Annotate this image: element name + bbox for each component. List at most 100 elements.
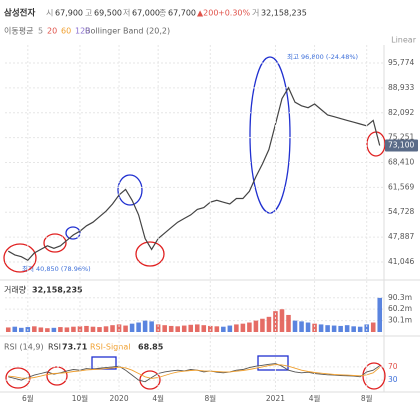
volume-bar: [208, 325, 213, 332]
x-tick-label: 2020: [110, 394, 129, 403]
x-tick-label: 4월: [152, 393, 164, 403]
volume-bar: [110, 325, 115, 332]
volume-bar: [12, 326, 18, 332]
volume-title: 거래량: [4, 285, 27, 295]
volume-bar: [266, 316, 272, 332]
y-tick-label: 61,569: [388, 182, 414, 191]
rsi-title: RSI (14,9): [4, 343, 44, 352]
high: 69,500: [94, 9, 122, 18]
volume-bar: [162, 325, 167, 332]
volume-bar: [84, 325, 89, 332]
volume-bar: [19, 327, 24, 332]
series-line: [8, 86, 381, 262]
y-tick-label: 30.1m: [388, 316, 412, 325]
max-annotation: 최고 96,800 (-24.48%): [287, 52, 358, 61]
low: 67,000: [132, 9, 160, 18]
current-price-box: [385, 139, 418, 152]
volume-bar: [312, 323, 317, 332]
volume-bar: [247, 322, 252, 332]
red-circle: [135, 241, 165, 267]
min-annotation: 최저 40,850 (78.96%): [22, 264, 91, 273]
y-tick-label: 68,410: [388, 158, 414, 167]
volume-bar: [168, 325, 174, 332]
scale-mode: Linear: [391, 36, 417, 45]
y-tick-label: 88,933: [388, 83, 414, 92]
ma-title: 이동평균: [4, 26, 33, 36]
stock-name: 삼성전자: [4, 8, 35, 19]
x-tick-label: 4월: [309, 393, 321, 403]
volume-bar: [286, 314, 291, 332]
volume-latest: 32,158,235: [32, 286, 83, 295]
blue-circle: [117, 174, 143, 206]
volume-bar: [58, 327, 63, 332]
volume-bar: [351, 326, 356, 332]
volume-bar: [64, 327, 70, 332]
y-tick-label: 47,887: [388, 232, 414, 241]
volume-bar: [194, 324, 200, 332]
red-circle: [139, 370, 161, 390]
series-line: [8, 363, 380, 383]
volume-bar: [227, 325, 233, 332]
x-tick-label: 6월: [22, 393, 34, 403]
ma-legend: 20: [47, 27, 57, 36]
volume-bar: [370, 322, 376, 332]
volume-bar: [331, 325, 337, 332]
y-tick-label: 90.3m: [388, 293, 412, 302]
blue-box: [257, 355, 289, 371]
y-tick-label: 75,251: [388, 133, 414, 142]
rsi-legend: RSI: [48, 343, 61, 352]
volume-bar: [253, 320, 259, 332]
x-tick-label: 10월: [72, 393, 89, 403]
open-label: 시: [46, 9, 53, 18]
current-price: 73,100: [388, 140, 414, 149]
volume-bar: [97, 327, 102, 332]
volume-bar: [32, 326, 37, 332]
volume-bar: [123, 325, 128, 332]
change: ▲200: [197, 9, 218, 18]
volume-bar: [155, 324, 161, 332]
change-pct: +0.30%: [218, 9, 251, 18]
x-tick-label: 8월: [204, 393, 216, 403]
red-circle: [362, 362, 386, 390]
red-circle: [366, 131, 386, 157]
volume-label: 거: [252, 9, 259, 18]
high-label: 고: [85, 9, 92, 18]
ma-legend: 5: [38, 27, 43, 36]
volume-bar: [71, 326, 76, 332]
y-tick-label: 54,728: [388, 207, 414, 216]
red-circle: [43, 233, 67, 253]
y-tick-label: 95,774: [388, 58, 414, 67]
volume-bar: [318, 324, 324, 332]
volume-bar: [129, 323, 135, 332]
volume-bar: [299, 321, 304, 332]
x-tick-label: 8월: [361, 393, 373, 403]
volume-bar: [45, 328, 50, 332]
blue-circle: [249, 56, 291, 214]
volume-bar: [142, 320, 148, 332]
volume-bar: [325, 325, 330, 332]
close: 67,700: [168, 9, 196, 18]
volume-bar: [181, 325, 187, 332]
y-tick-label: 41,046: [388, 257, 414, 266]
volume-bar: [364, 324, 369, 332]
y-tick-label: 82,092: [388, 108, 414, 117]
volume-bar: [344, 325, 350, 332]
open: 67,900: [55, 9, 83, 18]
low-label: 저: [123, 9, 130, 18]
volume-bar: [214, 326, 220, 332]
hand-marks: [3, 56, 386, 390]
volume-bar: [377, 297, 383, 332]
y-tick-label: 70: [388, 362, 398, 371]
volume-bar: [305, 322, 311, 332]
volume-bar: [240, 323, 246, 332]
volume-bar: [357, 326, 363, 332]
volume-bar: [292, 320, 298, 332]
volume-bar: [234, 324, 239, 332]
volume-bar: [149, 321, 154, 332]
x-tick-label: 2021: [266, 394, 285, 403]
volume-bar: [221, 326, 226, 332]
series-line: [8, 364, 380, 379]
volume-bar: [175, 326, 180, 332]
rsi-latest: 73.71: [62, 343, 88, 352]
signal-latest: 68.85: [138, 343, 164, 352]
